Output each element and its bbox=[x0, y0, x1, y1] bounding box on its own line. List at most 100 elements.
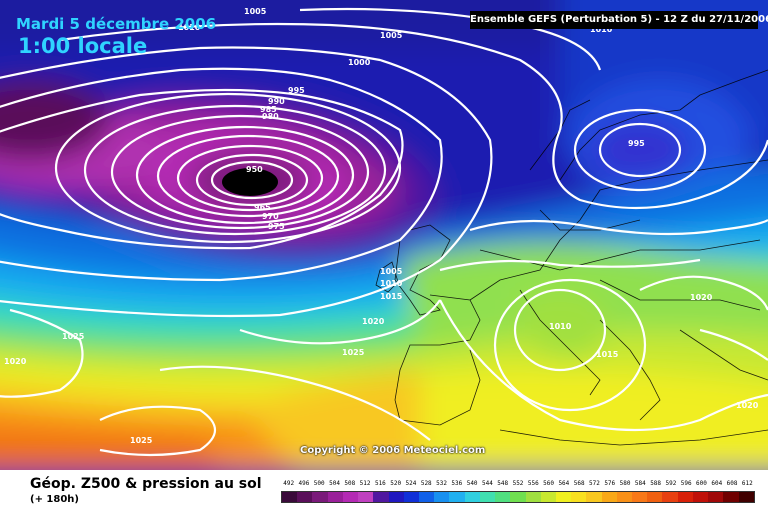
svg-text:1010: 1010 bbox=[178, 23, 201, 32]
scale-label: 612 bbox=[741, 480, 753, 487]
svg-text:995: 995 bbox=[288, 86, 305, 95]
scale-swatch bbox=[434, 492, 450, 502]
svg-text:1020: 1020 bbox=[362, 317, 385, 326]
color-scale-bar bbox=[281, 491, 755, 503]
isobar-labels: 1005 1005 1000 995 990 985 980 950 965 9… bbox=[4, 7, 759, 445]
scale-swatch bbox=[647, 492, 663, 502]
svg-text:1005: 1005 bbox=[380, 31, 403, 40]
scale-label: 568 bbox=[573, 480, 585, 487]
scale-swatch bbox=[495, 492, 511, 502]
forecast-map: 1005 1005 1000 995 990 985 980 950 965 9… bbox=[0, 0, 768, 470]
svg-text:975: 975 bbox=[268, 222, 285, 231]
scale-swatch bbox=[464, 492, 480, 502]
scale-swatch bbox=[525, 492, 541, 502]
scale-label: 576 bbox=[604, 480, 616, 487]
scale-swatch bbox=[708, 492, 724, 502]
scale-swatch bbox=[677, 492, 693, 502]
color-scale-labels: 492 496 500 504 508 512 516 520 524 528 532 536 540 5… bbox=[281, 480, 755, 490]
scale-label: 540 bbox=[466, 480, 478, 487]
forecast-lead-time: (+ 180h) bbox=[30, 494, 79, 505]
scale-label: 516 bbox=[374, 480, 386, 487]
scale-swatch bbox=[632, 492, 648, 502]
scale-label: 592 bbox=[665, 480, 677, 487]
scale-swatch bbox=[327, 492, 343, 502]
svg-text:965: 965 bbox=[254, 203, 271, 212]
scale-swatch bbox=[555, 492, 572, 502]
geopotential-field bbox=[0, 0, 768, 470]
scale-label: 560 bbox=[543, 480, 554, 487]
coastlines bbox=[375, 69, 768, 446]
scale-label: 504 bbox=[329, 480, 340, 487]
svg-text:1025: 1025 bbox=[130, 436, 153, 445]
scale-swatch bbox=[358, 492, 374, 502]
scale-label: 608 bbox=[726, 480, 738, 487]
scale-swatch bbox=[662, 492, 678, 502]
copyright-notice: Copyright © 2006 Meteociel.com bbox=[300, 445, 486, 456]
svg-text:980: 980 bbox=[262, 112, 279, 121]
scale-swatch bbox=[282, 492, 298, 502]
svg-text:1025: 1025 bbox=[342, 348, 365, 357]
svg-text:1010: 1010 bbox=[590, 25, 613, 34]
scale-label: 508 bbox=[344, 480, 356, 487]
scale-swatch bbox=[738, 492, 754, 502]
scale-swatch bbox=[388, 492, 404, 502]
scale-label: 548 bbox=[497, 480, 509, 487]
scale-label: 520 bbox=[390, 480, 402, 487]
scale-swatch bbox=[723, 492, 739, 502]
scale-swatch bbox=[571, 492, 587, 502]
scale-label: 532 bbox=[436, 480, 447, 487]
svg-text:990: 990 bbox=[268, 97, 285, 106]
scale-swatch bbox=[297, 492, 313, 502]
scale-swatch bbox=[510, 492, 526, 502]
scale-label: 596 bbox=[680, 480, 692, 487]
scale-label: 496 bbox=[298, 480, 310, 487]
scale-swatch bbox=[616, 492, 633, 502]
scale-swatch bbox=[342, 492, 359, 502]
svg-text:985: 985 bbox=[260, 105, 277, 114]
scale-swatch bbox=[312, 492, 328, 502]
svg-text:1015: 1015 bbox=[380, 292, 403, 301]
scale-swatch bbox=[586, 492, 602, 502]
scale-label: 588 bbox=[650, 480, 662, 487]
scale-swatch bbox=[692, 492, 709, 502]
svg-text:1010: 1010 bbox=[380, 279, 403, 288]
svg-text:1025: 1025 bbox=[62, 332, 85, 341]
svg-text:1005: 1005 bbox=[244, 7, 267, 16]
scale-swatch bbox=[540, 492, 556, 502]
svg-text:1010: 1010 bbox=[549, 322, 572, 331]
scale-swatch bbox=[418, 492, 435, 502]
scale-label: 552 bbox=[512, 480, 524, 487]
svg-text:1000: 1000 bbox=[348, 58, 371, 67]
scale-label: 604 bbox=[711, 480, 723, 487]
svg-text:995: 995 bbox=[628, 139, 645, 148]
scale-label: 580 bbox=[619, 480, 631, 487]
scale-label: 492 bbox=[283, 480, 295, 487]
scale-label: 556 bbox=[527, 480, 539, 487]
scale-label: 564 bbox=[558, 480, 570, 487]
scale-label: 584 bbox=[634, 480, 646, 487]
scale-swatch bbox=[601, 492, 617, 502]
forecast-date: Mardi 5 décembre 2006 bbox=[16, 15, 217, 33]
scale-swatch bbox=[479, 492, 496, 502]
forecast-time: 1:00 locale bbox=[18, 34, 148, 58]
svg-text:1020: 1020 bbox=[690, 293, 713, 302]
scale-label: 572 bbox=[589, 480, 600, 487]
svg-text:1005: 1005 bbox=[380, 267, 403, 276]
svg-text:1020: 1020 bbox=[4, 357, 27, 366]
scale-swatch bbox=[403, 492, 419, 502]
scale-label: 528 bbox=[420, 480, 432, 487]
scale-label: 536 bbox=[451, 480, 463, 487]
scale-swatch bbox=[449, 492, 465, 502]
scale-label: 512 bbox=[359, 480, 371, 487]
scale-swatch bbox=[373, 492, 389, 502]
map-title: Géop. Z500 & pression au sol bbox=[30, 476, 262, 492]
model-run-info: Ensemble GEFS (Perturbation 5) - 12 Z du… bbox=[470, 11, 768, 29]
svg-text:950: 950 bbox=[246, 165, 263, 174]
scale-label: 500 bbox=[313, 480, 325, 487]
scale-label: 600 bbox=[696, 480, 707, 487]
scale-label: 524 bbox=[405, 480, 417, 487]
scale-label: 544 bbox=[481, 480, 493, 487]
svg-text:1015: 1015 bbox=[596, 350, 619, 359]
svg-text:1020: 1020 bbox=[736, 401, 759, 410]
